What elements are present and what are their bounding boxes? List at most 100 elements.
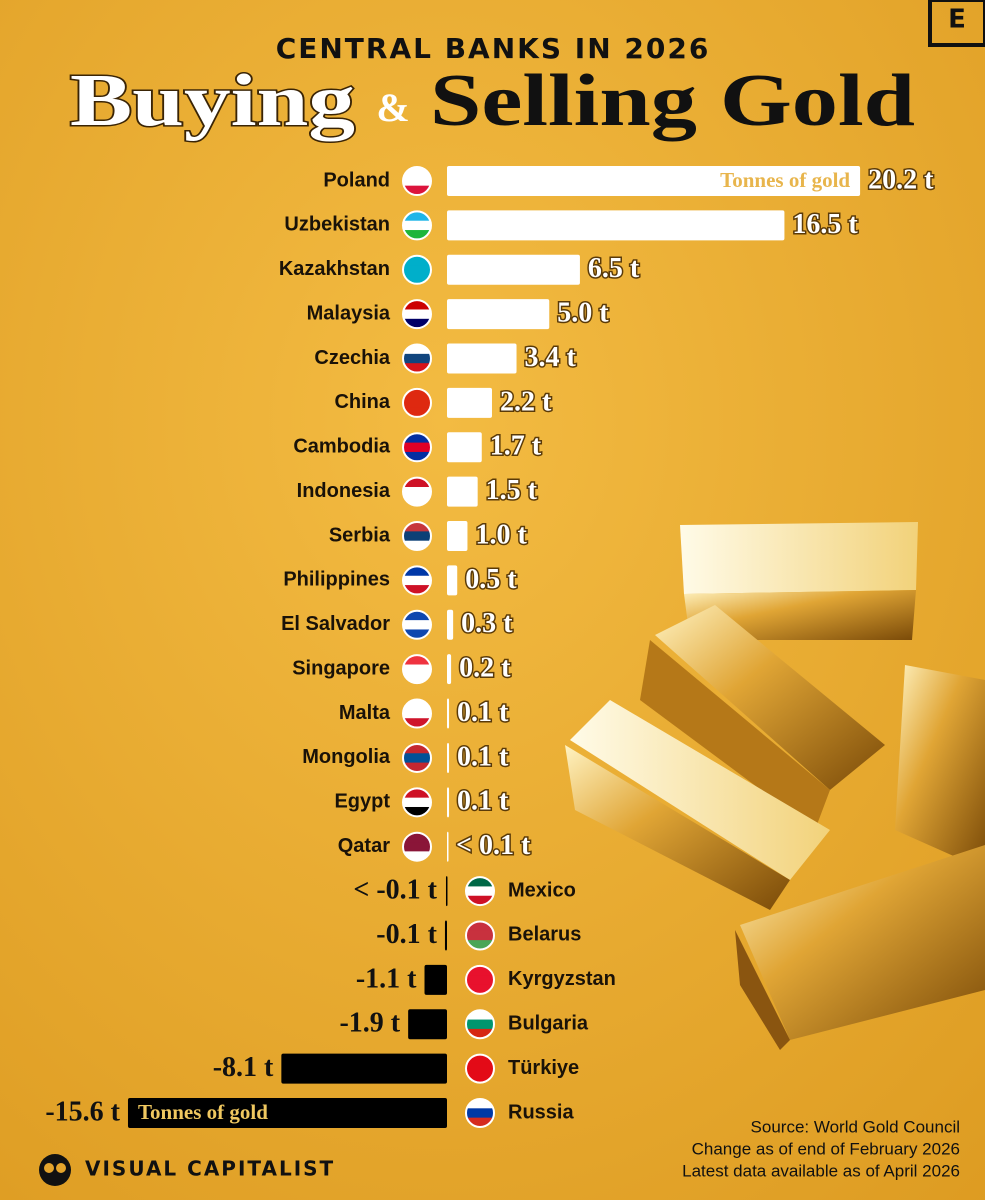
flag-ring: [402, 254, 432, 285]
flag-ring: [402, 166, 432, 196]
flag-ring: [402, 787, 432, 818]
bar: [447, 698, 450, 729]
value-label: 1.5 t: [486, 475, 538, 506]
bar-annotation: Tonnes of gold: [720, 168, 850, 192]
flag-ring: [465, 876, 495, 907]
title-selling: Selling Gold: [430, 60, 915, 142]
flag: [403, 566, 431, 595]
flag-stripe: [403, 167, 431, 177]
flag-stripe: [403, 620, 431, 630]
flag-ring: [402, 476, 432, 507]
flag-stripe: [403, 655, 431, 666]
flag-stripe: [403, 185, 431, 195]
flag: [466, 877, 494, 906]
value-label: -1.9 t: [339, 1008, 400, 1039]
category-label: El Salvador: [281, 613, 390, 635]
flag: [403, 699, 431, 728]
bar: [447, 387, 492, 418]
category-label: Mexico: [508, 879, 576, 901]
value-label: -15.6 t: [45, 1096, 120, 1127]
flag-stripe: [403, 585, 431, 595]
flag-stripe: [403, 220, 431, 231]
flag-stripe: [466, 1010, 494, 1021]
flag-ring: [465, 1097, 495, 1128]
category-label: Cambodia: [293, 436, 391, 458]
flag: [403, 610, 431, 639]
bar: [447, 831, 449, 862]
bar: [445, 876, 448, 907]
logo: E: [948, 5, 966, 35]
flag: [403, 477, 431, 506]
value-label: 16.5 t: [792, 209, 858, 240]
category-label: Malta: [339, 702, 391, 724]
flag-stripe: [403, 664, 431, 675]
flag-ring: [465, 1009, 495, 1040]
flag-stripe: [403, 522, 431, 532]
category-label: Malaysia: [307, 302, 391, 324]
flag: [403, 433, 431, 462]
value-label: < -0.1 t: [353, 875, 437, 906]
category-label: Indonesia: [297, 480, 391, 502]
bar: [447, 787, 450, 818]
flag: [466, 1010, 494, 1039]
flag-stripe: [403, 531, 431, 542]
flag-stripe: [403, 309, 431, 320]
flag: [403, 522, 431, 551]
flag-stripe: [403, 718, 431, 728]
category-label: Singapore: [292, 657, 390, 679]
value-label: 1.7 t: [490, 431, 542, 462]
flag-stripe: [403, 496, 431, 506]
flag-stripe: [466, 940, 494, 950]
flag-stripe: [403, 540, 431, 551]
flag-stripe: [403, 353, 431, 364]
flag-ring: [402, 432, 432, 463]
title-buying: Buying: [70, 60, 355, 142]
value-label: 2.2 t: [500, 386, 552, 417]
bar: [444, 920, 447, 951]
flag-stripe: [403, 566, 431, 577]
flag-ring: [402, 299, 432, 330]
note: Latest data available as of April 2026: [682, 1161, 960, 1180]
flag-stripe: [403, 477, 431, 488]
flag-stripe: [466, 877, 494, 887]
category-label: Belarus: [508, 924, 581, 946]
value-label: -8.1 t: [213, 1052, 274, 1083]
flag: [466, 1098, 494, 1127]
category-label: Uzbekistan: [284, 214, 390, 236]
flag-ring: [402, 565, 432, 596]
flag-stripe: [403, 699, 431, 710]
brand-mark: [39, 1154, 71, 1186]
flag-stripe: [466, 1073, 494, 1083]
flag-stripe: [403, 575, 431, 586]
flag-stripe: [403, 851, 431, 861]
value-label: 0.5 t: [465, 564, 517, 595]
value-label: 0.2 t: [459, 653, 511, 684]
flag-stripe: [466, 1108, 494, 1119]
value-label: 6.5 t: [588, 253, 640, 284]
flag-stripe: [466, 965, 494, 976]
flag-stripe: [403, 673, 431, 684]
flag-stripe: [403, 451, 431, 462]
flag-stripe: [403, 318, 431, 329]
flag-ring: [402, 742, 432, 773]
flag: [466, 965, 494, 994]
flag-stripe: [403, 300, 431, 310]
bar: [447, 432, 482, 463]
bar: [447, 166, 861, 196]
flag-stripe: [403, 629, 431, 639]
flag-stripe: [403, 797, 431, 808]
flag-ring: [402, 387, 432, 418]
flag-stripe: [403, 388, 431, 399]
flag-stripe: [403, 433, 431, 444]
note: Change as of end of February 2026: [692, 1139, 960, 1158]
flag-ring: [465, 920, 495, 951]
flag-stripe: [466, 930, 494, 941]
flag-ring: [465, 1053, 495, 1084]
flag: [403, 655, 431, 684]
flag-ring: [402, 654, 432, 685]
bar: [447, 742, 450, 773]
flag-stripe: [403, 832, 431, 843]
flag-stripe: [403, 344, 431, 355]
flag: [403, 743, 431, 772]
